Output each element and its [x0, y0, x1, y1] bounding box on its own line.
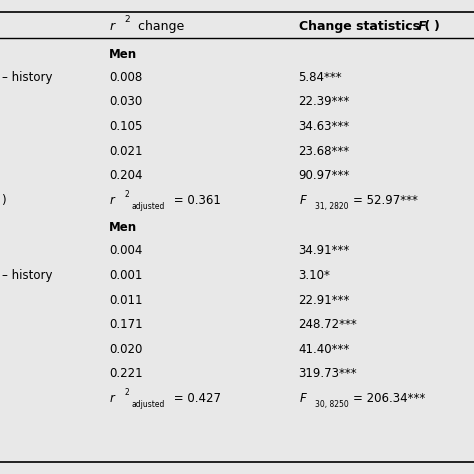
Text: – history: – history [2, 269, 53, 282]
Text: 90.97***: 90.97*** [299, 169, 350, 182]
Text: adjusted: adjusted [132, 400, 165, 409]
Text: = 0.361: = 0.361 [170, 194, 220, 207]
Text: 2: 2 [124, 389, 129, 397]
Text: 0.221: 0.221 [109, 367, 143, 381]
Text: 34.63***: 34.63*** [299, 120, 350, 133]
Text: 34.91***: 34.91*** [299, 244, 350, 257]
Text: 0.020: 0.020 [109, 343, 142, 356]
Text: adjusted: adjusted [132, 202, 165, 210]
Text: 0.105: 0.105 [109, 120, 142, 133]
Text: 0.001: 0.001 [109, 269, 142, 282]
Text: Change statistics (: Change statistics ( [299, 19, 430, 33]
Text: = 0.427: = 0.427 [170, 392, 221, 405]
Text: $r$: $r$ [109, 19, 117, 33]
Text: 30, 8250: 30, 8250 [315, 400, 349, 409]
Text: 319.73***: 319.73*** [299, 367, 357, 381]
Text: 0.030: 0.030 [109, 95, 142, 109]
Text: 23.68***: 23.68*** [299, 145, 350, 158]
Text: Men: Men [109, 221, 137, 235]
Text: 0.171: 0.171 [109, 318, 143, 331]
Text: ): ) [1, 194, 6, 207]
Text: 248.72***: 248.72*** [299, 318, 357, 331]
Text: 41.40***: 41.40*** [299, 343, 350, 356]
Text: 0.008: 0.008 [109, 71, 142, 84]
Text: = 52.97***: = 52.97*** [353, 194, 418, 207]
Text: 0.204: 0.204 [109, 169, 143, 182]
Text: 3.10*: 3.10* [299, 269, 330, 282]
Text: 0.011: 0.011 [109, 293, 143, 307]
Text: 2: 2 [124, 191, 129, 199]
Text: F: F [418, 19, 427, 33]
Text: 0.021: 0.021 [109, 145, 143, 158]
Text: change: change [134, 19, 184, 33]
Text: ): ) [434, 19, 439, 33]
Text: 5.84***: 5.84*** [299, 71, 342, 84]
Text: 2: 2 [124, 16, 130, 24]
Text: 22.91***: 22.91*** [299, 293, 350, 307]
Text: $F$: $F$ [299, 392, 308, 405]
Text: 0.004: 0.004 [109, 244, 142, 257]
Text: $r$: $r$ [109, 194, 117, 207]
Text: – history: – history [2, 71, 53, 84]
Text: Men: Men [109, 48, 137, 61]
Text: 22.39***: 22.39*** [299, 95, 350, 109]
Text: = 206.34***: = 206.34*** [353, 392, 425, 405]
Text: $F$: $F$ [299, 194, 308, 207]
Text: 31, 2820: 31, 2820 [315, 202, 349, 210]
Text: $r$: $r$ [109, 392, 117, 405]
